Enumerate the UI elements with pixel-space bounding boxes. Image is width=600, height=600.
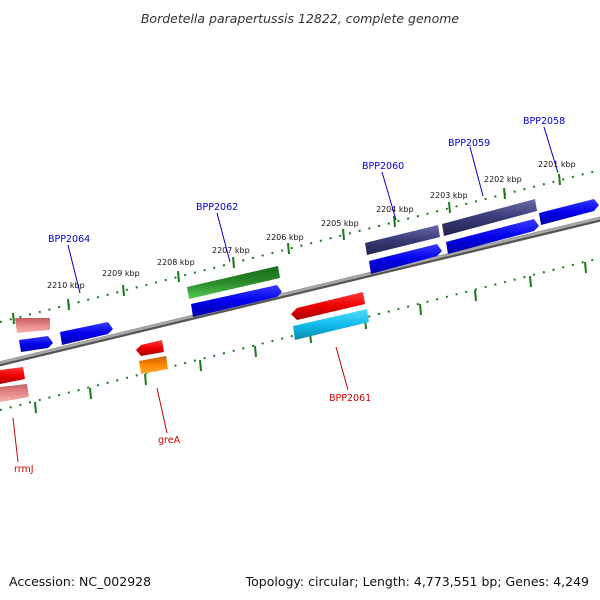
gene-label-bpp2059[interactable]: BPP2059 bbox=[448, 138, 490, 149]
gene-bpp2058-outer-feature[interactable] bbox=[539, 199, 599, 225]
gene-bpp2059-feature[interactable] bbox=[442, 199, 537, 236]
kbp-ticks bbox=[12, 173, 561, 325]
accession-text: Accession: NC_002928 bbox=[9, 574, 151, 589]
genome-stats-text: Topology: circular; Length: 4,773,551 bp… bbox=[245, 574, 589, 589]
kbp-tick bbox=[12, 312, 15, 325]
gene-map-view: 2201 kbp 2202 kbp 2203 kbp 2204 kbp 2205… bbox=[0, 116, 600, 475]
gene-rrmj-pink-feature[interactable] bbox=[0, 384, 29, 402]
kbp-tick-label: 2210 kbp bbox=[47, 281, 85, 290]
gene-label-grea[interactable]: greA bbox=[158, 435, 181, 446]
gene-rrmj-feature[interactable] bbox=[0, 367, 25, 384]
kbp-tick-label: 2206 kbp bbox=[266, 233, 304, 242]
kbp-tick bbox=[232, 256, 235, 269]
kbp-tick bbox=[67, 298, 70, 311]
gene-labels: BPP2058 BPP2059 BPP2060 BPP2062 BPP2064 … bbox=[14, 116, 565, 475]
gene-grea-orange-feature[interactable] bbox=[139, 356, 168, 374]
gene-label-bpp2062[interactable]: BPP2062 bbox=[196, 202, 238, 213]
gene-bpp2058-feature[interactable] bbox=[446, 219, 539, 254]
kbp-tick-label: 2207 kbp bbox=[212, 246, 250, 255]
label-leaders bbox=[12, 126, 559, 463]
gene-label-bpp2061[interactable]: BPP2061 bbox=[329, 393, 371, 404]
gene-label-bpp2060[interactable]: BPP2060 bbox=[362, 161, 404, 172]
forward-genes bbox=[15, 199, 599, 352]
kbp-tick-labels: 2201 kbp 2202 kbp 2203 kbp 2204 kbp 2205… bbox=[47, 160, 576, 290]
outer-tick-track bbox=[0, 169, 600, 323]
reverse-genes bbox=[0, 292, 369, 402]
gene-bpp2061-feature[interactable] bbox=[291, 292, 365, 320]
kbp-tick bbox=[393, 215, 396, 228]
genome-backbone bbox=[0, 216, 600, 367]
kbp-tick-label: 2201 kbp bbox=[538, 160, 576, 169]
gene-small-blue-feature[interactable] bbox=[19, 336, 53, 352]
kbp-tick bbox=[448, 201, 451, 214]
kbp-tick bbox=[558, 173, 561, 186]
kbp-tick bbox=[122, 284, 125, 297]
kbp-tick bbox=[177, 270, 180, 283]
kbp-tick-label: 2203 kbp bbox=[430, 191, 468, 200]
gene-label-bpp2058[interactable]: BPP2058 bbox=[523, 116, 565, 127]
gene-bpp2060-inner-feature[interactable] bbox=[369, 244, 442, 274]
kbp-tick bbox=[287, 242, 290, 255]
gene-bpp2062-inner-feature[interactable] bbox=[191, 285, 282, 317]
gene-grea-feature[interactable] bbox=[136, 340, 164, 356]
kbp-tick bbox=[503, 187, 506, 200]
kbp-tick-label: 2209 kbp bbox=[102, 269, 140, 278]
kbp-tick-label: 2204 kbp bbox=[376, 205, 414, 214]
gene-bpp2061-cyan-feature[interactable] bbox=[293, 309, 369, 340]
gene-label-bpp2064[interactable]: BPP2064 bbox=[48, 234, 90, 245]
kbp-tick-label: 2205 kbp bbox=[321, 219, 359, 228]
gene-label-rrmj[interactable]: rrmJ bbox=[14, 464, 34, 475]
gene-bpp2060-feature[interactable] bbox=[365, 225, 440, 255]
map-title: Bordetella parapertussis 12822, complete… bbox=[141, 11, 460, 26]
gene-pink-forward-feature[interactable] bbox=[15, 318, 50, 333]
kbp-tick bbox=[342, 228, 345, 241]
kbp-tick-label: 2208 kbp bbox=[157, 258, 195, 267]
gene-bpp2062-feature[interactable] bbox=[187, 266, 280, 299]
gene-bpp2064-feature[interactable] bbox=[60, 322, 113, 345]
kbp-tick-label: 2202 kbp bbox=[484, 175, 522, 184]
